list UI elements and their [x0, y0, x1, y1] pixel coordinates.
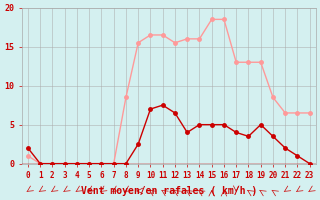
X-axis label: Vent moyen/en rafales ( km/h ): Vent moyen/en rafales ( km/h )	[81, 186, 257, 196]
